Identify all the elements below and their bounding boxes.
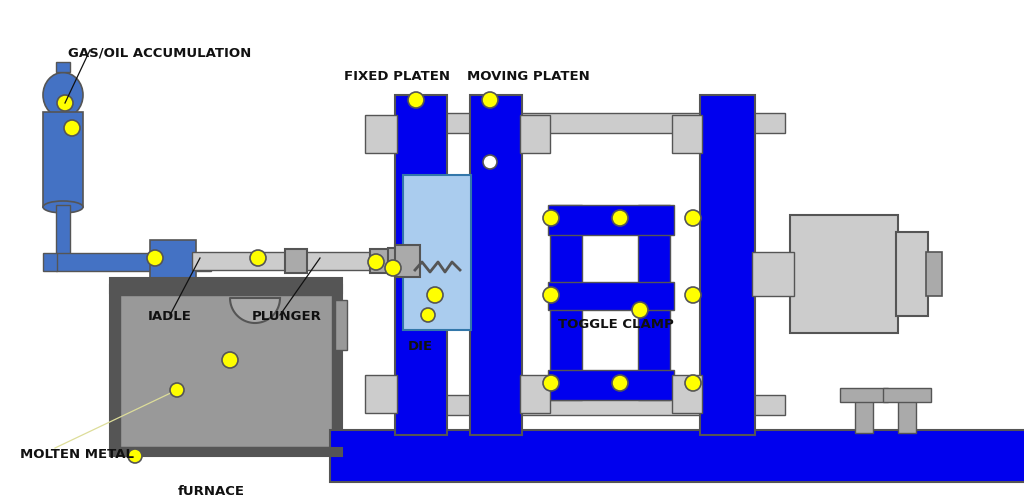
Ellipse shape xyxy=(43,72,83,118)
Bar xyxy=(520,115,550,153)
Ellipse shape xyxy=(43,201,83,213)
Bar xyxy=(470,95,522,435)
Bar xyxy=(150,240,196,285)
Bar xyxy=(43,253,57,271)
Circle shape xyxy=(632,302,648,318)
Bar xyxy=(110,448,342,456)
Circle shape xyxy=(543,375,559,391)
Circle shape xyxy=(612,210,628,226)
Text: FIXED PLATEN: FIXED PLATEN xyxy=(344,70,450,83)
Bar xyxy=(56,205,70,260)
Bar xyxy=(388,248,406,274)
Bar xyxy=(752,252,794,296)
Bar xyxy=(335,300,347,350)
Bar xyxy=(896,232,928,316)
Text: IADLE: IADLE xyxy=(148,310,191,323)
Bar xyxy=(790,215,898,333)
Bar xyxy=(370,249,390,273)
Circle shape xyxy=(368,254,384,270)
Circle shape xyxy=(408,92,424,108)
Bar xyxy=(672,115,702,153)
Bar xyxy=(395,95,447,435)
Bar xyxy=(56,253,211,271)
Text: fURNACE: fURNACE xyxy=(178,485,245,498)
Circle shape xyxy=(170,383,184,397)
Circle shape xyxy=(685,210,701,226)
Circle shape xyxy=(482,92,498,108)
Bar xyxy=(898,395,916,433)
Bar xyxy=(883,388,931,402)
Text: TOGGLE CLAMP: TOGGLE CLAMP xyxy=(558,318,674,331)
Bar xyxy=(56,62,70,72)
Circle shape xyxy=(147,250,163,266)
Bar xyxy=(855,395,873,433)
Bar xyxy=(395,245,420,277)
Circle shape xyxy=(250,250,266,266)
Bar xyxy=(638,205,670,400)
Bar xyxy=(700,95,755,435)
Bar xyxy=(330,430,1024,482)
Bar xyxy=(395,113,785,133)
Text: PLUNGER: PLUNGER xyxy=(252,310,322,323)
Bar xyxy=(120,295,332,447)
Circle shape xyxy=(543,210,559,226)
Bar xyxy=(840,388,888,402)
Bar xyxy=(365,375,397,413)
Circle shape xyxy=(685,287,701,303)
Circle shape xyxy=(543,287,559,303)
Text: DIE: DIE xyxy=(408,340,433,353)
Bar xyxy=(110,285,342,455)
Circle shape xyxy=(63,120,80,136)
Circle shape xyxy=(421,308,435,322)
Circle shape xyxy=(385,260,401,276)
Bar xyxy=(520,375,550,413)
Bar xyxy=(395,395,785,415)
Bar xyxy=(548,282,674,310)
Polygon shape xyxy=(230,298,280,323)
Bar xyxy=(550,205,582,400)
Text: MOLTEN METAL: MOLTEN METAL xyxy=(20,448,134,461)
Bar xyxy=(285,249,307,273)
Bar xyxy=(110,278,342,293)
Bar xyxy=(548,370,674,400)
Text: MOVING PLATEN: MOVING PLATEN xyxy=(467,70,590,83)
Bar xyxy=(43,112,83,207)
Circle shape xyxy=(612,375,628,391)
Bar xyxy=(548,205,674,235)
Circle shape xyxy=(128,449,142,463)
Circle shape xyxy=(685,375,701,391)
Circle shape xyxy=(57,95,73,111)
Bar xyxy=(403,175,471,330)
Bar xyxy=(365,115,397,153)
Circle shape xyxy=(427,287,443,303)
Circle shape xyxy=(483,155,497,169)
Circle shape xyxy=(222,352,238,368)
Bar xyxy=(926,252,942,296)
Bar xyxy=(193,252,377,270)
Bar xyxy=(672,375,702,413)
Text: GAS/OIL ACCUMULATION: GAS/OIL ACCUMULATION xyxy=(68,46,251,59)
